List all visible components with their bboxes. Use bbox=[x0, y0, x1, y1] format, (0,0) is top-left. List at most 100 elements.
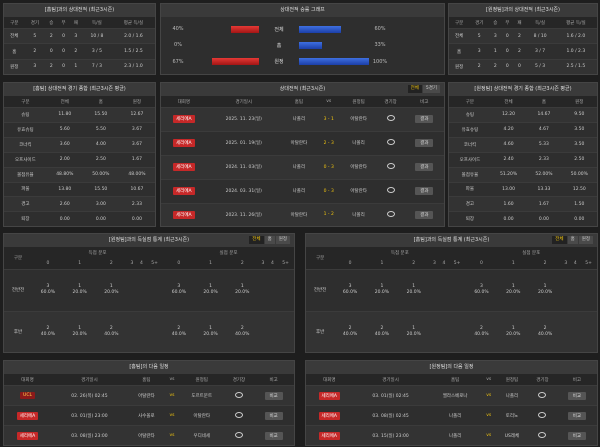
right-pct: 60% bbox=[374, 26, 386, 33]
header-row: 대회명 경기일시 홈팀 vs 원정팀 경기장 비고 bbox=[306, 374, 597, 386]
tab[interactable]: 홈 bbox=[264, 236, 275, 244]
row: 유효슈팅 4.20 4.67 3.50 bbox=[449, 121, 597, 138]
stadium-icon[interactable] bbox=[234, 391, 243, 398]
cell bbox=[146, 269, 163, 312]
cell: 2 bbox=[24, 43, 46, 60]
stadium-icon[interactable] bbox=[234, 411, 243, 418]
cell: 2.33 bbox=[526, 151, 562, 168]
header: 승 bbox=[45, 17, 58, 29]
stadium-icon[interactable] bbox=[538, 411, 547, 418]
cell: 오프사이드 bbox=[4, 151, 47, 168]
cell: 비교 bbox=[556, 384, 597, 406]
score: 0 - 3 bbox=[316, 154, 341, 180]
button[interactable]: 비교 bbox=[567, 431, 587, 440]
cell: 세리에A bbox=[306, 384, 353, 406]
cell: 1 20.0% bbox=[226, 269, 259, 312]
bar-track bbox=[299, 58, 369, 66]
header: 경기일시 bbox=[352, 374, 429, 386]
score: vs bbox=[481, 384, 496, 406]
panel-body: 구분 경기 승 무 패 득/실 평균 득/실 전체 5 2 0 3 10 / 8 2.0 / 1.6 홈 2 0… bbox=[4, 17, 155, 74]
stadium-icon[interactable] bbox=[386, 163, 395, 170]
cell-text: 60.0% bbox=[474, 290, 489, 296]
button[interactable]: 비교 bbox=[567, 391, 587, 400]
button[interactable]: 결과 bbox=[415, 210, 434, 219]
stadium-icon[interactable] bbox=[538, 431, 547, 438]
cell: UCL bbox=[4, 384, 52, 406]
tab[interactable]: 전체 bbox=[552, 236, 567, 244]
cell: 비교 bbox=[556, 405, 597, 426]
button[interactable]: 비교 bbox=[264, 431, 283, 440]
cell: 4.20 bbox=[490, 121, 527, 138]
button[interactable]: 비교 bbox=[264, 411, 283, 420]
panel: [원정팀]과의 상대전적 (최근3시즌) 구분 경기 승 무 패 득/실 평균 득/실 전체 5 3… bbox=[448, 3, 598, 75]
cell bbox=[376, 107, 405, 132]
panel-header: [원정팀]의 다음 일정 bbox=[306, 361, 597, 374]
button[interactable]: 결과 bbox=[415, 187, 434, 196]
header: 원정 bbox=[561, 96, 597, 108]
header: 4 bbox=[570, 258, 581, 270]
row: 퇴장 0.00 0.00 0.00 bbox=[449, 211, 597, 226]
cell-text: 40.0% bbox=[474, 331, 489, 337]
header-row: 구분 경기 승 무 패 득/실 평균 득/실 bbox=[4, 17, 155, 29]
button[interactable]: 결과 bbox=[415, 163, 434, 172]
cell: 2 40.0% bbox=[226, 310, 259, 352]
away-team: 나폴리 bbox=[340, 130, 377, 156]
stadium-icon[interactable] bbox=[386, 115, 395, 122]
button[interactable]: 비교 bbox=[567, 411, 587, 420]
cell bbox=[376, 178, 405, 204]
score: vs bbox=[165, 405, 180, 426]
score: vs bbox=[165, 384, 180, 406]
tab[interactable]: 전체 bbox=[249, 236, 264, 244]
stadium-icon[interactable] bbox=[386, 187, 395, 194]
tab[interactable]: 원정 bbox=[578, 236, 593, 244]
button[interactable]: 결과 bbox=[415, 139, 434, 148]
competition: 세리에A bbox=[16, 431, 39, 440]
cell bbox=[267, 269, 278, 312]
cell: 5 bbox=[24, 27, 46, 44]
cell bbox=[528, 384, 557, 406]
header: 1 bbox=[63, 258, 96, 270]
graph-row: 67% 원정 100% bbox=[167, 54, 438, 70]
cell bbox=[224, 384, 254, 406]
cell bbox=[561, 269, 571, 312]
cell: 유효슈팅 bbox=[4, 121, 47, 138]
cell-text: 2 bbox=[240, 325, 244, 331]
stadium-icon[interactable] bbox=[234, 431, 243, 438]
cell-text: 60.0% bbox=[171, 290, 186, 296]
cell: 3 bbox=[69, 27, 82, 44]
tab[interactable]: 5경기 bbox=[422, 85, 440, 93]
cell: 전체 bbox=[4, 27, 25, 44]
header: 5+ bbox=[277, 258, 294, 270]
away-team: 도르트문트 bbox=[179, 384, 225, 406]
bar-track bbox=[299, 25, 369, 33]
date: 03. 08(일) 23:00 bbox=[51, 425, 128, 445]
cell: 2 40.0% bbox=[365, 310, 398, 352]
header: 비고 bbox=[404, 96, 444, 108]
stadium-icon[interactable] bbox=[386, 139, 395, 146]
cell: 전반전 bbox=[306, 269, 335, 312]
button[interactable]: 비교 bbox=[264, 391, 283, 400]
cell-text: 60.0% bbox=[342, 290, 358, 296]
header: 경기일시 bbox=[51, 374, 128, 386]
tab[interactable]: 원정 bbox=[275, 236, 290, 244]
panel-body: 대회명 경기일시 홈팀 vs 원정팀 경기장 비고 UCL 02. 26(목) 02:45 아탈란… bbox=[4, 374, 294, 445]
tab[interactable]: 전체 bbox=[407, 85, 422, 93]
cell: 1 20.0% bbox=[365, 269, 398, 312]
cell: 1 20.0% bbox=[95, 269, 128, 312]
cell-text: 1 bbox=[511, 284, 515, 290]
header: 2 bbox=[529, 258, 562, 270]
cell: 경고 bbox=[449, 196, 491, 212]
header: 원정팀 bbox=[179, 374, 225, 386]
cell: 홈 bbox=[449, 43, 470, 60]
cell: 0 bbox=[57, 43, 70, 60]
stadium-icon[interactable] bbox=[538, 391, 547, 398]
tab[interactable]: 홈 bbox=[567, 236, 578, 244]
button[interactable]: 결과 bbox=[415, 115, 434, 124]
panel-body: 대회명 경기일시 홈팀 vs 원정팀 경기장 비고 세리에A 03. 01(일) 02:45 엘라… bbox=[306, 374, 597, 445]
header: vs bbox=[316, 96, 341, 108]
cell: 4.60 bbox=[490, 136, 527, 153]
cell-text: 20.0% bbox=[374, 290, 390, 296]
stadium-icon[interactable] bbox=[386, 210, 395, 217]
cell-text: 20.0% bbox=[104, 290, 119, 296]
row: 세리에A 03. 01(일) 23:00 사수올로 vs 아탈란타 비교 bbox=[4, 405, 294, 426]
